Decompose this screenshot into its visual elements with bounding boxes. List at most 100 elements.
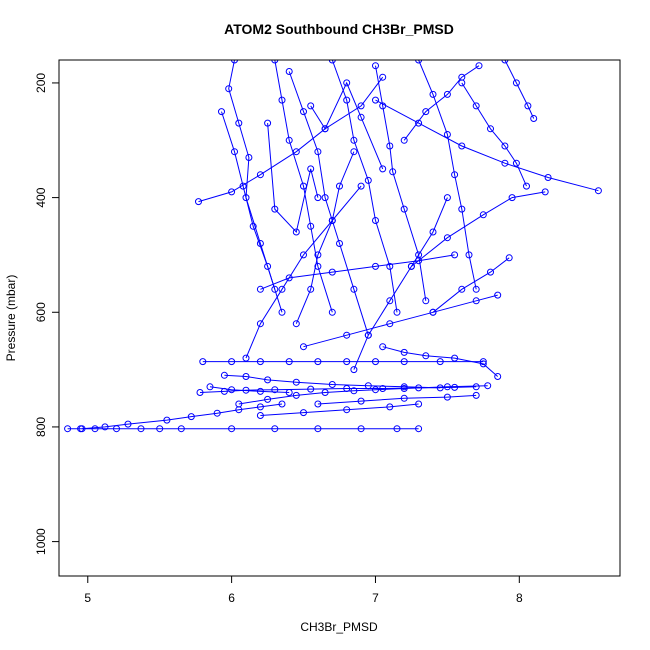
data-point — [484, 382, 492, 390]
data-point — [285, 389, 293, 396]
data-point — [357, 113, 365, 121]
data-point — [443, 194, 451, 202]
data-point — [321, 389, 329, 396]
data-point — [328, 381, 336, 388]
data-point — [228, 188, 236, 196]
x-tick-label: 7 — [372, 591, 379, 605]
data-point — [479, 211, 487, 219]
data-point — [307, 165, 315, 173]
data-point — [422, 297, 430, 305]
series-line-13 — [418, 60, 477, 290]
data-point — [187, 413, 195, 421]
data-point — [479, 358, 487, 366]
data-point — [300, 108, 307, 116]
data-point — [101, 423, 109, 431]
data-point — [350, 285, 358, 293]
data-point — [400, 385, 408, 392]
series-line-29 — [209, 386, 290, 393]
y-axis: 200 400 600 800 1000 — [34, 73, 60, 555]
data-point — [458, 205, 466, 213]
data-point — [124, 420, 132, 428]
data-point — [137, 425, 145, 433]
data-point — [389, 168, 397, 176]
series-line-6 — [198, 76, 384, 203]
series-line-9 — [274, 60, 333, 313]
data-point — [443, 131, 451, 138]
data-point — [264, 395, 272, 403]
data-point — [372, 96, 379, 104]
data-point — [415, 257, 423, 265]
data-point — [400, 394, 408, 402]
data-point — [343, 79, 351, 87]
data-point — [508, 194, 516, 202]
data-point — [400, 205, 408, 213]
series-line-17 — [432, 257, 510, 313]
data-point — [256, 171, 264, 179]
data-point — [379, 385, 387, 392]
data-point — [239, 182, 247, 190]
data-point — [465, 251, 473, 259]
data-point — [443, 90, 451, 98]
data-point — [278, 96, 286, 104]
data-point — [78, 425, 86, 433]
data-point — [278, 400, 286, 408]
data-point — [285, 274, 293, 282]
data-point — [314, 425, 322, 433]
data-point — [364, 382, 372, 390]
data-point — [357, 182, 365, 190]
data-point — [300, 343, 307, 351]
data-point — [292, 391, 300, 399]
data-point — [472, 383, 480, 391]
data-point — [285, 358, 293, 366]
data-point — [213, 409, 221, 417]
series-line-11 — [331, 60, 398, 313]
data-point — [523, 182, 530, 190]
data-point — [544, 174, 552, 181]
data-point — [220, 371, 228, 379]
data-point — [292, 378, 300, 386]
data-point — [64, 425, 72, 433]
series-line-16 — [411, 191, 546, 267]
data-point — [372, 217, 379, 224]
x-tick-label: 6 — [228, 591, 235, 605]
series-layer — [64, 60, 602, 433]
data-point — [300, 251, 307, 259]
x-tick-label: 8 — [516, 591, 523, 605]
data-point — [314, 262, 322, 270]
data-point — [278, 308, 286, 316]
data-point — [472, 297, 480, 305]
data-point — [393, 308, 401, 316]
data-point — [386, 320, 394, 328]
data-point — [328, 268, 336, 276]
data-point — [256, 387, 264, 395]
data-point — [429, 308, 437, 316]
data-point — [231, 148, 238, 156]
data-point — [350, 387, 358, 395]
data-point — [364, 331, 372, 339]
data-point — [271, 425, 279, 433]
data-point — [228, 425, 236, 433]
data-point — [458, 73, 466, 81]
data-point — [336, 240, 343, 247]
data-point — [271, 285, 279, 293]
data-point — [393, 425, 401, 433]
data-point — [242, 373, 250, 380]
data-point — [364, 176, 372, 184]
data-point — [524, 102, 532, 110]
series-line-8 — [228, 60, 276, 290]
data-point — [292, 320, 300, 328]
data-point — [415, 60, 423, 64]
data-point — [458, 142, 466, 150]
data-point — [307, 102, 315, 110]
y-tick-label: 1000 — [34, 528, 48, 555]
plot-area — [58, 59, 621, 577]
series-line-24 — [317, 394, 477, 405]
data-point — [321, 125, 329, 133]
data-point — [271, 205, 279, 213]
series-line-26 — [403, 65, 480, 141]
data-point — [472, 391, 480, 399]
data-point — [487, 268, 494, 276]
data-point — [285, 136, 293, 144]
data-point — [451, 383, 459, 391]
